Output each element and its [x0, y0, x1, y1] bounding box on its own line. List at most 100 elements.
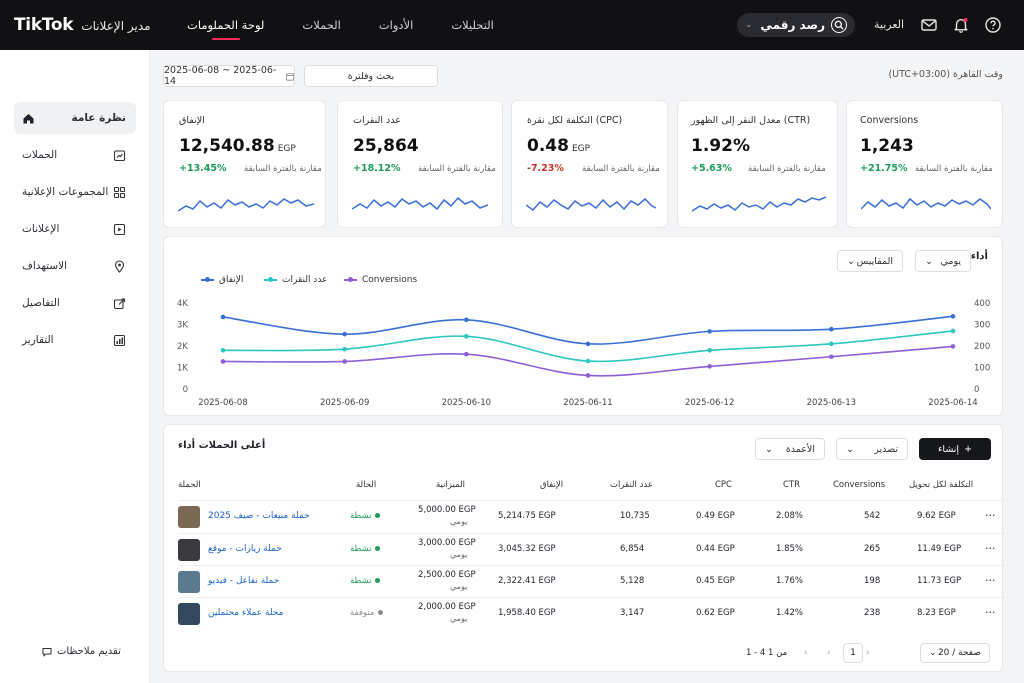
legend-label: Conversions: [362, 275, 418, 285]
top-nav: لوحة الحملومات الحملات الأدوات التحليلات: [168, 0, 513, 50]
feedback-button[interactable]: تقديم ملاحظات: [42, 646, 121, 657]
sidebar-item-targeting[interactable]: الاستهداف: [14, 250, 136, 282]
column-header-spend[interactable]: الإنفاق: [540, 480, 564, 490]
prev-page-button[interactable]: ‹: [827, 648, 831, 658]
budget-period: يومي: [450, 582, 468, 591]
brand[interactable]: TikTok مدير الإعلانات: [14, 15, 151, 35]
table-title: أعلى الحملات أداء: [178, 440, 266, 451]
create-button[interactable]: إنشاء +: [919, 438, 991, 460]
y-left-tick-label: 1K: [177, 364, 188, 374]
kpi-unit: EGP: [277, 144, 296, 154]
column-header-cpc[interactable]: CPC: [715, 480, 732, 490]
x-tick-label: 2025-06-08: [198, 398, 247, 408]
cpc-value: 0.44 EGP: [696, 544, 735, 554]
account-switcher[interactable]: ⌄ رصد رقمي: [737, 13, 855, 37]
sidebar-item-overview[interactable]: نظرة عامة: [14, 102, 136, 134]
period-dropdown[interactable]: ⌄ يومي: [915, 250, 971, 272]
sidebar-item-label: المجموعات الإعلانية: [22, 186, 109, 198]
table-row[interactable]: حملة تفاعل - فيديو نشطة 2,500.00 EGP يومي 2,…: [178, 565, 1008, 597]
date-range-picker[interactable]: 2025-06-08 ~ 2025-06-14: [163, 65, 295, 87]
campaign-name-link[interactable]: حملة مبيعات - صيف 2025: [208, 511, 310, 521]
page-1-button[interactable]: 1: [843, 643, 863, 663]
tab-campaigns[interactable]: الحملات: [302, 18, 341, 32]
kpi-card-spend[interactable]: الإنفاق 12,540.88 EGP +13.45% مقارنة بالف…: [163, 100, 326, 228]
sidebar-item-reports[interactable]: التقارير: [14, 324, 136, 356]
sidebar-item-campaigns[interactable]: الحملات: [14, 139, 136, 171]
legend-swatch: [344, 277, 357, 282]
data-point: [829, 354, 834, 360]
cost-per-conversion-value: 11.73 EGP: [917, 576, 962, 586]
bell-icon[interactable]: [952, 16, 970, 34]
campaign-name-link[interactable]: حملة تفاعل - فيديو: [208, 576, 280, 586]
search-filter-button[interactable]: بحث وفلترة: [304, 65, 438, 87]
kpi-card-ctr[interactable]: معدل النقر إلى الظهور (CTR) 1.92% +5.63%…: [677, 100, 838, 228]
tab-dashboard[interactable]: لوحة الحملومات: [168, 0, 283, 50]
column-header-budget[interactable]: الميزانية: [436, 480, 465, 490]
spend-value: 5,214.75 EGP: [498, 511, 556, 521]
status-badge: متوقفة: [350, 608, 384, 618]
language-switcher[interactable]: العربية: [874, 18, 905, 31]
campaign-name-link[interactable]: حملة زيارات - موقع: [208, 544, 282, 554]
table-row[interactable]: حملة مبيعات - صيف 2025 نشطة 5,000.00 EGP يو…: [178, 500, 1008, 532]
help-icon[interactable]: [984, 16, 1002, 34]
next-page-button[interactable]: ›: [866, 648, 870, 658]
spend-value: 2,322.41 EGP: [498, 576, 556, 586]
clicks-value: 6,854: [620, 544, 645, 554]
clicks-value: 5,128: [620, 576, 645, 586]
sidebar-item-ad-groups[interactable]: المجموعات الإعلانية: [14, 176, 136, 208]
legend-item-conversions[interactable]: Conversions: [344, 275, 417, 285]
row-more-icon[interactable]: ···: [985, 574, 996, 587]
kpi-value: 0.48 EGP: [527, 136, 591, 156]
tab-analytics[interactable]: التحليلات: [451, 18, 494, 32]
conversions-value: 198: [864, 576, 881, 586]
ctr-value: 1.85%: [776, 544, 804, 554]
campaign-name-link[interactable]: محلة عملاء محتملين: [208, 608, 284, 618]
sidebar-item-details[interactable]: التفاصيل: [14, 287, 136, 319]
legend-item-clicks[interactable]: عدد النقرات: [264, 275, 327, 285]
conversions-value: 238: [864, 608, 881, 618]
metrics-dropdown-label: المقاييس: [856, 255, 893, 267]
kpi-sparkline: [178, 198, 314, 212]
row-more-icon[interactable]: ···: [985, 542, 996, 555]
line-chart: 0 1K 2K 3K 4K 0 100 200 300 400 2025-06-08 2025-06-…: [177, 299, 990, 408]
y-right-tick-label: 100: [974, 364, 990, 374]
kpi-change: -7.23%: [527, 163, 564, 174]
y-left-tick-label: 3K: [177, 321, 188, 331]
sidebar: نظرة عامة الحملات المجموعات الإعلانية ال…: [0, 50, 150, 683]
date-range-text: 2025-06-08 ~ 2025-06-14: [164, 65, 277, 87]
data-point: [585, 358, 591, 364]
table-row[interactable]: محلة عملاء محتملين متوقفة 2,000.00 EGP يومي…: [178, 597, 1008, 629]
clicks-value: 10,735: [620, 511, 650, 521]
legend-item-spend[interactable]: الإنفاق: [201, 275, 243, 285]
data-point: [950, 344, 956, 349]
sidebar-item-ads[interactable]: الإعلانات: [14, 213, 136, 245]
column-header-conversions[interactable]: Conversions: [833, 480, 886, 490]
location-pin-icon: [114, 259, 125, 273]
page-size-select[interactable]: ⌄ 20 / صفحة: [920, 643, 990, 663]
kpi-title: Conversions: [860, 115, 919, 126]
row-more-icon[interactable]: ···: [985, 606, 996, 619]
mail-icon[interactable]: [920, 16, 938, 34]
calendar-icon: [285, 72, 294, 81]
kpi-card-clicks[interactable]: عدد النقرات 25,864 +18.12% مقارنة بالفتر…: [337, 100, 503, 228]
x-tick-label: 2025-06-10: [442, 398, 491, 408]
kpi-sparkline: [692, 196, 826, 212]
column-header-ctr[interactable]: CTR: [783, 480, 801, 490]
columns-dropdown[interactable]: ⌄ الأعمدة: [755, 438, 825, 460]
column-header-clicks[interactable]: عدد النقرات: [610, 480, 653, 490]
export-dropdown[interactable]: ⌄ تصدير: [836, 438, 908, 460]
table-row[interactable]: حملة زيارات - موقع نشطة 3,000.00 EGP يومي 3,…: [178, 533, 1008, 565]
kpi-value: 12,540.88 EGP: [179, 136, 296, 156]
tab-tools[interactable]: الأدوات: [378, 18, 414, 32]
chevron-down-icon: ⌄: [925, 255, 933, 267]
chevron-down-icon: ⌄: [745, 20, 753, 30]
column-header-campaign[interactable]: الحملة: [178, 480, 201, 490]
row-more-icon[interactable]: ···: [985, 509, 996, 522]
period-dropdown-label: يومي: [940, 255, 961, 267]
kpi-card-cpc[interactable]: التكلفة لكل نقرة (CPC) 0.48 EGP -7.23% مق…: [511, 100, 668, 228]
column-header-status[interactable]: الحالة: [356, 480, 377, 490]
kpi-card-conversions[interactable]: Conversions 1,243 +21.75% مقارنة بالفترة…: [846, 100, 1003, 228]
metrics-dropdown[interactable]: ⌄ المقاييس: [837, 250, 903, 272]
column-header-cost-per-conversion[interactable]: التكلفة لكل تحويل: [909, 480, 974, 490]
prev-page-arrow[interactable]: ‹: [804, 648, 808, 658]
